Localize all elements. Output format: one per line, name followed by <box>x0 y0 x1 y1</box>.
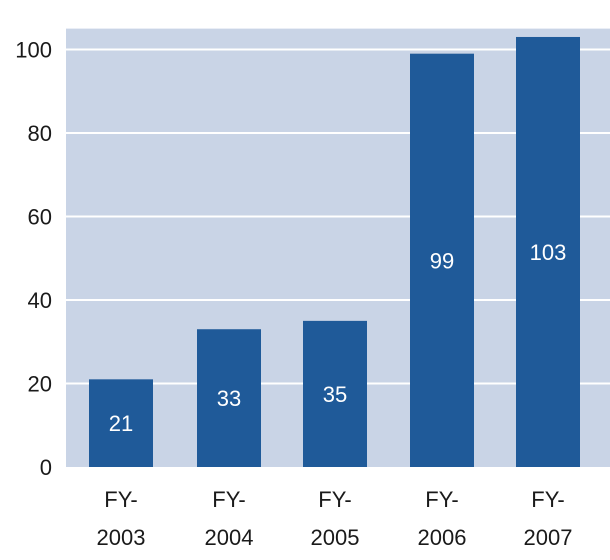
bar <box>410 53 474 468</box>
bar <box>197 329 261 467</box>
y-tick-label: 40 <box>28 288 52 313</box>
x-tick-label: 2003 <box>97 525 146 550</box>
data-label: 35 <box>323 382 347 407</box>
y-tick-label: 60 <box>28 205 52 230</box>
bar <box>303 320 367 467</box>
bar <box>89 379 153 467</box>
x-tick-label: FY- <box>531 487 564 512</box>
y-tick-label: 20 <box>28 372 52 397</box>
x-tick-label: FY- <box>104 487 137 512</box>
x-tick-label: 2005 <box>311 525 360 550</box>
y-tick-label: 80 <box>28 121 52 146</box>
data-label: 33 <box>217 386 241 411</box>
data-label: 21 <box>109 411 133 436</box>
x-tick-label: 2006 <box>418 525 467 550</box>
y-tick-label: 0 <box>40 455 52 480</box>
y-tick-label: 100 <box>15 38 52 63</box>
x-tick-label: FY- <box>425 487 458 512</box>
x-tick-label: 2004 <box>205 525 254 550</box>
data-label: 103 <box>530 240 567 265</box>
data-label: 99 <box>430 248 454 273</box>
x-tick-label: 2007 <box>524 525 573 550</box>
x-tick-label: FY- <box>212 487 245 512</box>
bar <box>516 36 580 467</box>
x-tick-label: FY- <box>318 487 351 512</box>
